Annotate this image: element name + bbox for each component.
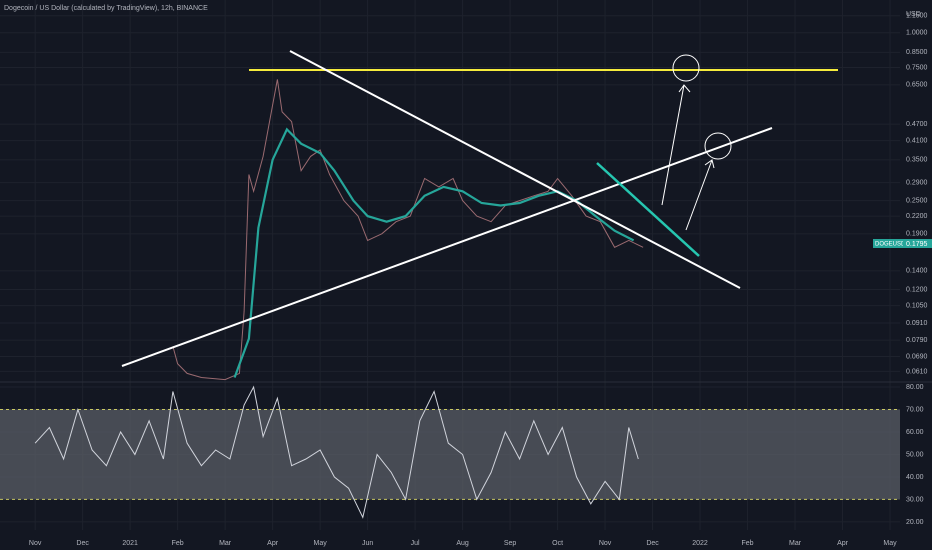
y-tick-label: 0.0690 — [906, 353, 928, 360]
x-tick-label: Nov — [29, 540, 42, 547]
symbol: DOGEUSD — [875, 242, 906, 248]
x-tick-label: Dec — [646, 540, 659, 547]
x-tick-label: Mar — [789, 540, 802, 547]
x-tick-label: May — [313, 540, 327, 547]
x-tick-label: Mar — [219, 540, 232, 547]
x-tick-label: Feb — [742, 540, 754, 547]
channel-line — [596, 162, 700, 257]
y-tick-label: 0.7500 — [906, 64, 928, 71]
y-tick-label: 30.00 — [906, 496, 924, 503]
drawing — [672, 54, 700, 82]
y-tick-label: 0.6500 — [906, 82, 928, 89]
y-tick-label: 0.2900 — [906, 179, 928, 186]
x-tick-label: Sep — [504, 540, 517, 547]
y-tick-label: 0.4700 — [906, 121, 928, 128]
trend-line — [121, 127, 773, 367]
y-tick-label: 40.00 — [906, 474, 924, 481]
y-tick-label: 0.2200 — [906, 213, 928, 220]
y-tick-label: 0.1900 — [906, 231, 928, 238]
symbol-tag — [873, 239, 903, 248]
x-tick-label: May — [883, 540, 897, 547]
last-price: 0.1795 — [906, 241, 928, 248]
y-tick-label: 1.1500 — [906, 13, 928, 20]
y-tick-label: 50.00 — [906, 451, 924, 458]
title: Dogecoin / US Dollar (calculated by Trad… — [4, 5, 208, 12]
currency: USD — [906, 11, 921, 18]
y-tick-label: 80.00 — [906, 384, 924, 391]
y-tick-label: 0.0790 — [906, 337, 928, 344]
y-tick-label: 20.00 — [906, 519, 924, 526]
x-tick-label: Apr — [267, 540, 279, 547]
trend-line — [289, 50, 741, 289]
series-line — [172, 79, 644, 381]
x-tick-label: Aug — [456, 540, 469, 547]
y-tick-label: 0.1400 — [906, 268, 928, 275]
x-tick-label: Oct — [552, 540, 563, 547]
y-tick-label: 0.4100 — [906, 138, 928, 145]
x-tick-label: 2021 — [122, 540, 138, 547]
x-tick-label: Feb — [172, 540, 184, 547]
drawing — [704, 132, 732, 160]
x-tick-label: Dec — [76, 540, 89, 547]
y-tick-label: 60.00 — [906, 429, 924, 436]
y-tick-label: 0.0910 — [906, 320, 928, 327]
y-tick-label: 70.00 — [906, 406, 924, 413]
y-tick-label: 1.0000 — [906, 30, 928, 37]
x-tick-label: Apr — [837, 540, 849, 547]
drawing — [661, 84, 715, 231]
price-tag — [903, 239, 932, 248]
y-tick-label: 0.2500 — [906, 197, 928, 204]
y-tick-label: 0.1200 — [906, 286, 928, 293]
x-tick-label: 2022 — [692, 540, 708, 547]
y-tick-label: 0.3500 — [906, 157, 928, 164]
y-tick-label: 0.1050 — [906, 302, 928, 309]
x-tick-label: Jul — [411, 540, 420, 547]
y-tick-label: 0.8500 — [906, 49, 928, 56]
series-line — [34, 385, 639, 519]
x-tick-label: Nov — [599, 540, 612, 547]
x-tick-label: Jun — [362, 540, 373, 547]
y-tick-label: 0.0610 — [906, 368, 928, 375]
